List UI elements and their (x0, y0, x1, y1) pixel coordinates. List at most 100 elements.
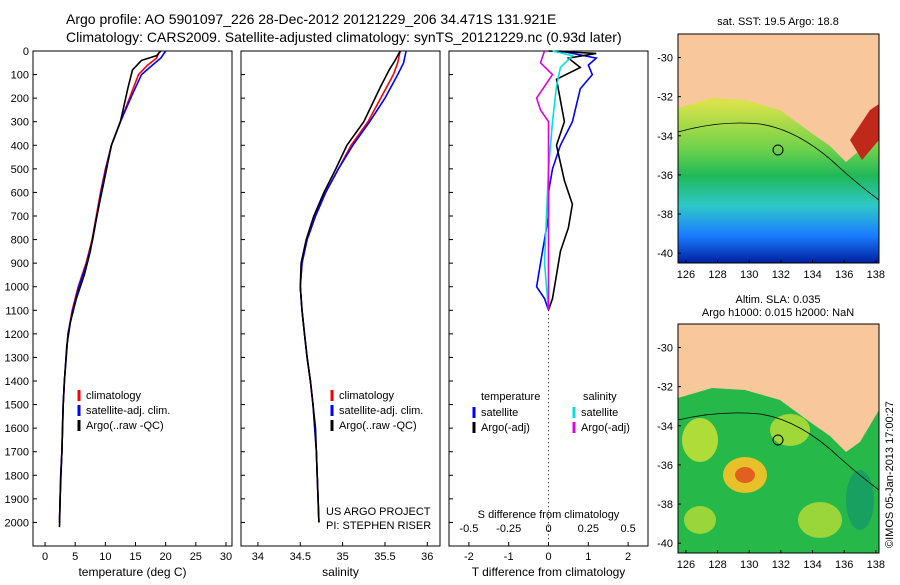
depth-tick-label: 1200 (5, 329, 29, 341)
sst-map-ytick-label: -36 (657, 170, 673, 182)
salinity-legend-label: climatology (339, 390, 395, 402)
sst-map-argo-marker (772, 144, 784, 156)
salinity-xtick-label: 35.5 (374, 551, 395, 563)
depth-tick-label: 1400 (5, 376, 29, 388)
salinity-legend-label: satellite-adj. clim. (339, 405, 423, 417)
difference-legend-sal-label: Argo(-adj) (581, 422, 630, 434)
sla-map-xtick-label: 132 (772, 559, 790, 571)
depth-tick-label: 700 (11, 211, 29, 223)
sla-map-xtick-label: 130 (740, 559, 758, 571)
sla-map-ytick-label: -34 (657, 421, 673, 433)
difference-top-xlabel: S difference from climatology (478, 509, 620, 521)
sla-map-frame (677, 323, 880, 554)
difference-xtick-label: -1 (504, 551, 514, 563)
temperature-xtick-label: 0 (42, 551, 48, 563)
sst-map-xtick-label: 138 (867, 269, 885, 281)
sst-map-ytick-label: -30 (657, 52, 673, 64)
temperature-legend-label: satellite-adj. clim. (86, 405, 170, 417)
temperature-xlabel: temperature (deg C) (78, 565, 186, 579)
depth-tick-label: 400 (11, 140, 29, 152)
difference-xlabel: T difference from climatology (472, 565, 626, 579)
sla-map-xtick-label: 134 (803, 559, 821, 571)
difference-legend-sal-label: satellite (581, 407, 618, 419)
temperature-xtick-label: 25 (190, 551, 202, 563)
sla-map-ytick-label: -40 (657, 538, 673, 550)
temperature-xtick-label: 10 (99, 551, 111, 563)
salinity-xtick-label: 35 (336, 551, 348, 563)
salinity-xlabel: salinity (322, 565, 359, 579)
depth-tick-label: 1300 (5, 352, 29, 364)
depth-tick-label: 0 (23, 46, 29, 58)
header-line2: Climatology: CARS2009. Satellite-adjuste… (66, 29, 622, 45)
sst-map-xtick-label: 134 (803, 269, 821, 281)
sla-map-xtick-label: 138 (867, 559, 885, 571)
depth-tick-label: 600 (11, 187, 29, 199)
difference-s-tick-label: 0.5 (620, 523, 635, 535)
salinity-legend-label: Argo(..raw -QC) (339, 420, 417, 432)
sst-map-xtick-label: 132 (772, 269, 790, 281)
difference-xtick-label: 1 (585, 551, 591, 563)
difference-xtick-label: 2 (625, 551, 631, 563)
depth-tick-label: 2000 (5, 517, 29, 529)
salinity-annotation: US ARGO PROJECT (326, 506, 431, 518)
depth-tick-label: 1100 (5, 305, 29, 317)
difference-legend-sal-title: salinity (583, 391, 617, 403)
difference-xtick-label: -2 (464, 551, 474, 563)
depth-tick-label: 200 (11, 93, 29, 105)
depth-tick-label: 100 (11, 70, 29, 82)
sla-map-ytick-label: -36 (657, 460, 673, 472)
depth-tick-label: 300 (11, 117, 29, 129)
sst-map-frame (677, 33, 880, 264)
sla-map-title-line1: Altim. SLA: 0.035 (736, 294, 821, 306)
depth-tick-label: 1600 (5, 423, 29, 435)
difference-xtick-label: 0 (545, 551, 551, 563)
difference-s-tick-label: 0.25 (578, 523, 599, 535)
depth-tick-label: 1800 (5, 470, 29, 482)
sla-map-ytick-label: -30 (657, 342, 673, 354)
salinity-xtick-label: 36 (421, 551, 433, 563)
sst-map-xtick-label: 128 (708, 269, 726, 281)
temperature-xtick-label: 5 (72, 551, 78, 563)
sla-map-xtick-label: 126 (677, 559, 695, 571)
salinity-xtick-label: 34.5 (290, 551, 311, 563)
sst-map-ytick-label: -40 (657, 248, 673, 260)
header-line1: Argo profile: AO 5901097_226 28-Dec-2012… (66, 11, 556, 27)
sst-map-ytick-label: -34 (657, 131, 673, 143)
difference-s-tick-label: 0 (545, 523, 551, 535)
sla-map-ytick-label: -38 (657, 499, 673, 511)
salinity-annotation: PI: STEPHEN RISER (326, 520, 431, 532)
depth-tick-label: 500 (11, 164, 29, 176)
salinity-series-line-2 (299, 50, 401, 523)
sst-map-ytick-label: -32 (657, 92, 673, 104)
temperature-xtick-label: 30 (220, 551, 232, 563)
difference-s-tick-label: -0.25 (496, 523, 521, 535)
depth-tick-label: 1700 (5, 447, 29, 459)
temperature-panel (32, 50, 233, 547)
sla-map-argo-marker (772, 434, 784, 446)
depth-tick-label: 1000 (5, 282, 29, 294)
difference-legend-temp-label: Argo(-adj) (481, 422, 530, 434)
sla-map-title-line2: Argo h1000: 0.015 h2000: NaN (702, 307, 854, 319)
sst-map-xtick-label: 126 (677, 269, 695, 281)
temperature-legend-label: climatology (86, 390, 142, 402)
temperature-xtick-label: 15 (129, 551, 141, 563)
difference-legend-temp-label: satellite (481, 407, 518, 419)
sla-map-xtick-label: 128 (708, 559, 726, 571)
sla-map-image (678, 324, 879, 553)
temperature-legend-label: Argo(..raw -QC) (86, 420, 164, 432)
sst-map-title: sat. SST: 19.5 Argo: 18.8 (717, 16, 839, 28)
difference-series-line-2 (543, 50, 574, 311)
difference-series-line-1 (547, 50, 597, 311)
salinity-xtick-label: 34 (252, 551, 264, 563)
depth-tick-label: 900 (11, 258, 29, 270)
difference-series-line-0 (535, 50, 599, 311)
sst-map-ytick-label: -38 (657, 209, 673, 221)
salinity-panel (240, 50, 441, 547)
sst-map-xtick-label: 136 (835, 269, 853, 281)
depth-tick-label: 800 (11, 235, 29, 247)
difference-legend-temp-title: temperature (481, 391, 540, 403)
sla-map-ytick-label: -32 (657, 382, 673, 394)
